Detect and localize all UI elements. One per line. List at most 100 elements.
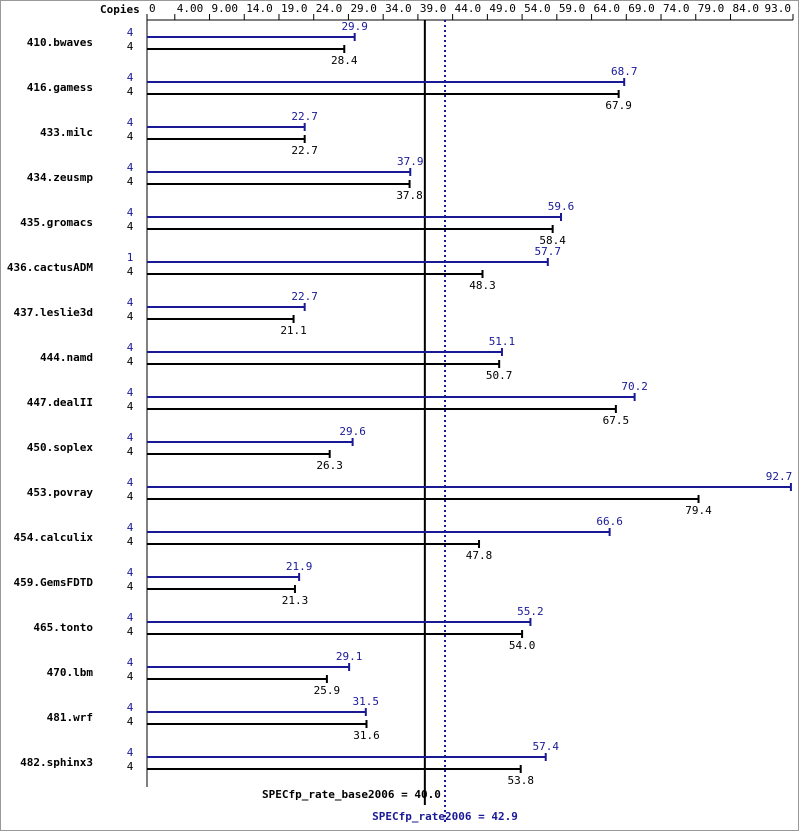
x-tick-label: 74.0 <box>663 2 690 15</box>
value-label: 31.5 <box>353 695 380 708</box>
benchmark-label: 459.GemsFDTD <box>14 576 94 589</box>
copies-header: Copies <box>100 3 140 16</box>
value-label: 51.1 <box>489 335 516 348</box>
value-label: 21.9 <box>286 560 313 573</box>
value-label: 37.8 <box>396 189 423 202</box>
benchmark-label: 465.tonto <box>33 621 93 634</box>
copies-label: 4 <box>127 715 134 728</box>
x-tick-label: 4.00 <box>177 2 204 15</box>
value-label: 22.7 <box>291 290 318 303</box>
copies-label: 4 <box>127 490 134 503</box>
value-label: 59.6 <box>548 200 575 213</box>
copies-label: 4 <box>127 445 134 458</box>
value-label: 29.6 <box>339 425 366 438</box>
copies-label: 4 <box>127 220 134 233</box>
x-tick-label: 84.0 <box>732 2 759 15</box>
copies-label: 4 <box>127 85 134 98</box>
value-label: 58.4 <box>539 234 566 247</box>
benchmark-label: 482.sphinx3 <box>20 756 93 769</box>
x-tick-label: 14.0 <box>246 2 273 15</box>
value-label: 66.6 <box>596 515 623 528</box>
copies-label: 4 <box>127 625 134 638</box>
x-tick-label: 44.0 <box>455 2 482 15</box>
value-label: 48.3 <box>469 279 496 292</box>
value-label: 31.6 <box>353 729 380 742</box>
copies-label: 4 <box>127 611 134 624</box>
benchmark-label: 437.leslie3d <box>14 306 93 319</box>
benchmark-label: 444.namd <box>40 351 93 364</box>
value-label: 67.5 <box>603 414 630 427</box>
copies-label: 4 <box>127 175 134 188</box>
value-label: 29.1 <box>336 650 363 663</box>
copies-label: 4 <box>127 670 134 683</box>
benchmark-label: 434.zeusmp <box>27 171 94 184</box>
copies-label: 4 <box>127 746 134 759</box>
copies-label: 4 <box>127 701 134 714</box>
copies-label: 4 <box>127 296 134 309</box>
x-tick-label: 24.0 <box>316 2 343 15</box>
benchmark-label: 416.gamess <box>27 81 93 94</box>
value-label: 54.0 <box>509 639 536 652</box>
value-label: 57.4 <box>532 740 559 753</box>
value-label: 26.3 <box>316 459 343 472</box>
benchmark-label: 481.wrf <box>47 711 93 724</box>
x-tick-label: 69.0 <box>628 2 655 15</box>
copies-label: 4 <box>127 161 134 174</box>
copies-label: 4 <box>127 206 134 219</box>
benchmark-label: 454.calculix <box>14 531 94 544</box>
x-tick-label: 49.0 <box>489 2 516 15</box>
benchmark-label: 410.bwaves <box>27 36 93 49</box>
benchmark-label: 435.gromacs <box>20 216 93 229</box>
copies-label: 4 <box>127 341 134 354</box>
value-label: 55.2 <box>517 605 544 618</box>
copies-label: 4 <box>127 310 134 323</box>
value-label: 37.9 <box>397 155 424 168</box>
reference-label: SPECfp_rate_base2006 = 40.0 <box>262 788 441 801</box>
copies-label: 4 <box>127 40 134 53</box>
value-label: 68.7 <box>611 65 638 78</box>
benchmark-label: 433.milc <box>40 126 93 139</box>
value-label: 79.4 <box>685 504 712 517</box>
copies-label: 4 <box>127 386 134 399</box>
copies-label: 4 <box>127 431 134 444</box>
x-tick-label: 19.0 <box>281 2 308 15</box>
x-tick-label: 39.0 <box>420 2 447 15</box>
x-tick-label: 93.0 <box>765 2 792 15</box>
value-label: 92.7 <box>766 470 793 483</box>
value-label: 22.7 <box>291 144 318 157</box>
copies-label: 4 <box>127 521 134 534</box>
x-tick-label: 54.0 <box>524 2 551 15</box>
x-tick-label: 59.0 <box>559 2 586 15</box>
copies-label: 4 <box>127 566 134 579</box>
x-tick-label: 79.0 <box>698 2 725 15</box>
copies-label: 4 <box>127 476 134 489</box>
copies-label: 4 <box>127 535 134 548</box>
benchmark-label: 470.lbm <box>47 666 94 679</box>
value-label: 57.7 <box>535 245 562 258</box>
value-label: 29.9 <box>341 20 368 33</box>
x-tick-label: 9.00 <box>212 2 239 15</box>
copies-label: 4 <box>127 656 134 669</box>
copies-label: 4 <box>127 355 134 368</box>
copies-label: 4 <box>127 580 134 593</box>
x-tick-label: 29.0 <box>350 2 377 15</box>
value-label: 25.9 <box>314 684 341 697</box>
value-label: 28.4 <box>331 54 358 67</box>
copies-label: 4 <box>127 265 134 278</box>
copies-label: 4 <box>127 26 134 39</box>
x-tick-label: 0 <box>149 2 156 15</box>
value-label: 67.9 <box>605 99 632 112</box>
copies-label: 4 <box>127 116 134 129</box>
value-label: 21.3 <box>282 594 309 607</box>
value-label: 21.1 <box>280 324 307 337</box>
copies-label: 4 <box>127 130 134 143</box>
copies-label: 4 <box>127 71 134 84</box>
x-tick-label: 64.0 <box>594 2 621 15</box>
benchmark-label: 450.soplex <box>27 441 94 454</box>
x-tick-label: 34.0 <box>385 2 412 15</box>
value-label: 70.2 <box>621 380 648 393</box>
reference-label: SPECfp_rate2006 = 42.9 <box>372 810 518 823</box>
